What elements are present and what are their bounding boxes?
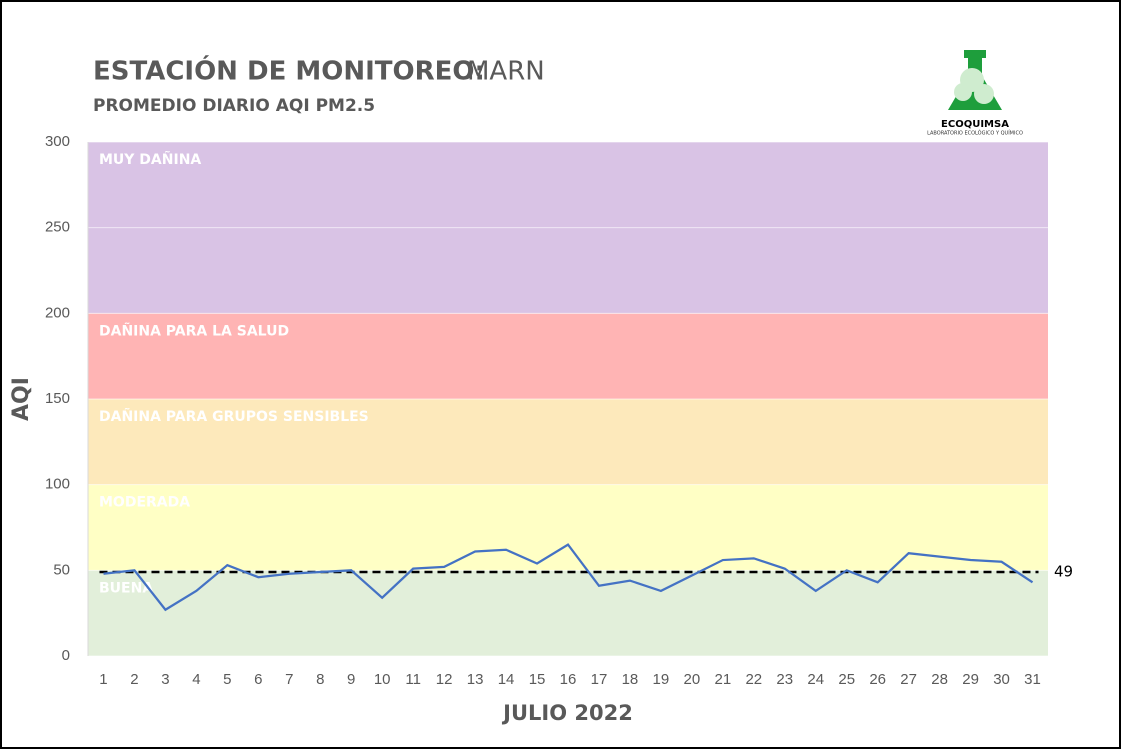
x-tick-label: 7 bbox=[285, 671, 293, 688]
x-tick-label: 9 bbox=[347, 671, 355, 688]
x-tick-label: 2 bbox=[130, 671, 138, 688]
reference-label: 49 bbox=[1054, 563, 1073, 581]
x-tick-label: 28 bbox=[931, 671, 948, 688]
band-label: DAÑINA PARA GRUPOS SENSIBLES bbox=[99, 408, 369, 425]
x-tick-label: 20 bbox=[684, 671, 701, 688]
y-tick-label: 150 bbox=[45, 390, 70, 407]
x-axis-label: JULIO 2022 bbox=[501, 701, 633, 725]
chart-title-station: MARN bbox=[467, 57, 545, 87]
chart-title: ESTACIÓN DE MONITOREO: bbox=[93, 55, 485, 87]
x-tick-label: 19 bbox=[653, 671, 670, 688]
x-tick-label: 27 bbox=[900, 671, 917, 688]
x-tick-label: 29 bbox=[962, 671, 979, 688]
y-tick-label: 250 bbox=[45, 219, 70, 236]
y-tick-label: 200 bbox=[45, 304, 70, 321]
x-tick-label: 16 bbox=[560, 671, 577, 688]
x-tick-label: 31 bbox=[1024, 671, 1041, 688]
aqi-band bbox=[88, 570, 1048, 656]
x-tick-label: 17 bbox=[591, 671, 608, 688]
band-label: BUENA bbox=[99, 580, 153, 596]
x-tick-label: 15 bbox=[529, 671, 546, 688]
aqi-band bbox=[88, 399, 1048, 485]
x-tick-label: 3 bbox=[161, 671, 169, 688]
x-tick-label: 14 bbox=[498, 671, 515, 688]
x-tick-label: 8 bbox=[316, 671, 324, 688]
x-tick-label: 30 bbox=[993, 671, 1010, 688]
aqi-band bbox=[88, 484, 1048, 571]
logo: ECOQUIMSA LABORATORIO ECOLÓGICO Y QUÍMIC… bbox=[927, 50, 1023, 137]
band-label: MODERADA bbox=[99, 495, 190, 511]
aqi-band bbox=[88, 313, 1048, 399]
x-tick-label: 25 bbox=[838, 671, 855, 688]
band-label: MUY DAÑINA bbox=[99, 151, 201, 168]
x-tick-label: 18 bbox=[622, 671, 639, 688]
x-tick-label: 12 bbox=[436, 671, 453, 688]
x-tick-label: 13 bbox=[467, 671, 484, 688]
x-tick-label: 1 bbox=[99, 671, 107, 688]
data-line bbox=[103, 543, 1034, 612]
y-axis-label: AQI bbox=[9, 377, 34, 421]
x-tick-label: 10 bbox=[374, 671, 391, 688]
y-tick-label: 300 bbox=[45, 133, 70, 150]
logo-name: ECOQUIMSA bbox=[941, 119, 1009, 130]
x-tick-label: 26 bbox=[869, 671, 886, 688]
y-tick-label: 0 bbox=[62, 647, 70, 664]
y-tick-label: 50 bbox=[53, 561, 70, 578]
x-tick-label: 24 bbox=[807, 671, 824, 688]
band-label: DAÑINA PARA LA SALUD bbox=[99, 322, 289, 339]
logo-tagline: LABORATORIO ECOLÓGICO Y QUÍMICO bbox=[927, 130, 1023, 137]
x-tick-label: 23 bbox=[776, 671, 793, 688]
y-tick-label: 100 bbox=[45, 476, 70, 493]
chart-subtitle: PROMEDIO DIARIO AQI PM2.5 bbox=[93, 96, 375, 116]
x-tick-label: 21 bbox=[714, 671, 731, 688]
x-tick-label: 22 bbox=[745, 671, 762, 688]
x-tick-label: 5 bbox=[223, 671, 231, 688]
x-tick-label: 4 bbox=[192, 671, 200, 688]
x-tick-label: 11 bbox=[405, 671, 421, 688]
x-tick-label: 6 bbox=[254, 671, 262, 688]
